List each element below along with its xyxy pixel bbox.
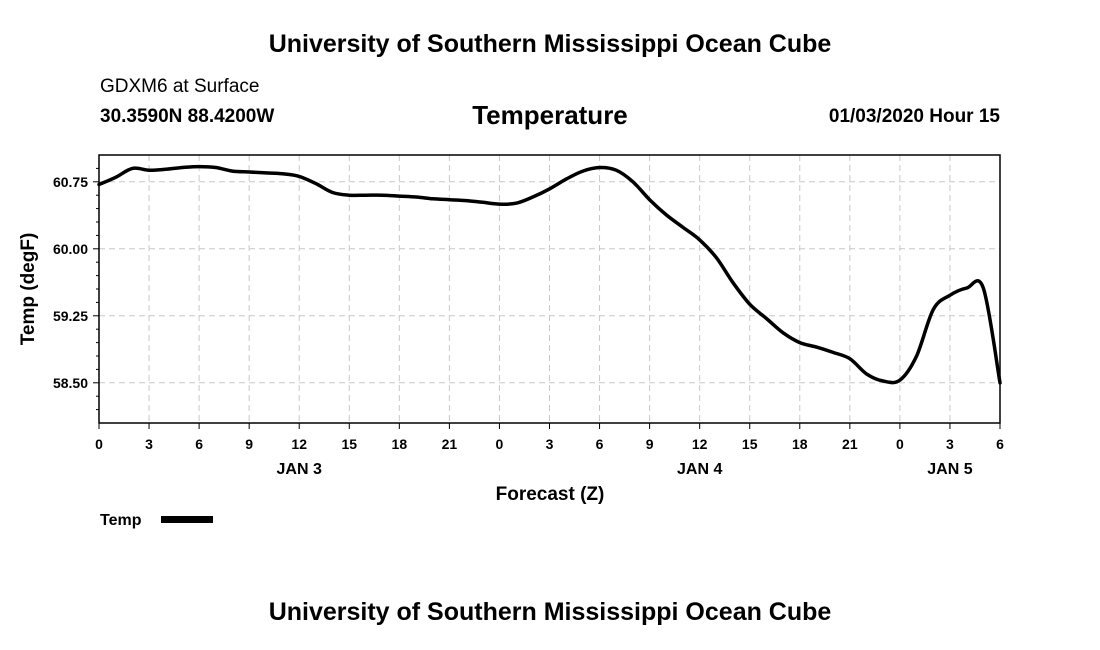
- x-tick-label: 0: [95, 436, 103, 452]
- x-tick-label: 3: [145, 436, 153, 452]
- y-tick-label: 60.00: [53, 241, 88, 257]
- day-label: JAN 5: [927, 461, 972, 478]
- x-axis-label: Forecast (Z): [496, 484, 605, 505]
- x-tick-label: 3: [946, 436, 954, 452]
- y-tick-label: 60.75: [53, 174, 88, 190]
- y-tick-labels: 58.50 59.25 60.00 60.75: [53, 174, 88, 391]
- station-name: GDXM6 at Surface: [100, 76, 260, 97]
- temp-series-line: [97, 164, 1002, 385]
- x-tick-label: 6: [996, 436, 1004, 452]
- chart-title: Temperature: [472, 100, 628, 130]
- axis-ticks: [93, 167, 1001, 429]
- x-tick-label: 0: [896, 436, 904, 452]
- plot-area-frame: [98, 154, 1001, 424]
- y-tick-label: 58.50: [53, 375, 88, 391]
- x-tick-label: 12: [692, 436, 708, 452]
- x-tick-label: 12: [291, 436, 307, 452]
- x-tick-label: 9: [245, 436, 253, 452]
- x-tick-label: 15: [341, 436, 357, 452]
- x-tick-labels: 0 3 6 9 12 15 18 21 0 3 6 9 12 15 18 21 0 3 6: [95, 436, 1004, 452]
- x-tick-label: 0: [496, 436, 504, 452]
- day-label: JAN 3: [277, 461, 322, 478]
- legend-label-temp: Temp: [100, 512, 142, 529]
- page-title: University of Southern Mississippi Ocean…: [268, 30, 832, 58]
- x-tick-label: 3: [546, 436, 554, 452]
- x-tick-label: 6: [195, 436, 203, 452]
- y-axis-label: Temp (degF): [18, 233, 39, 346]
- x-tick-label: 6: [596, 436, 604, 452]
- legend-swatch-temp: [161, 516, 213, 523]
- x-tick-label: 18: [392, 436, 408, 452]
- footer-title: University of Southern Mississippi Ocean…: [268, 598, 832, 626]
- x-tick-label: 21: [842, 436, 858, 452]
- station-coordinates: 30.3590N 88.4200W: [100, 106, 275, 127]
- x-tick-label: 21: [442, 436, 458, 452]
- legend: Temp: [100, 512, 213, 529]
- day-labels: JAN 3 JAN 4 JAN 5: [277, 461, 973, 478]
- x-tick-label: 15: [742, 436, 758, 452]
- forecast-datetime: 01/03/2020 Hour 15: [828, 106, 1000, 127]
- x-tick-label: 18: [792, 436, 808, 452]
- x-tick-label: 9: [646, 436, 654, 452]
- y-tick-label: 59.25: [53, 308, 88, 324]
- day-label: JAN 4: [677, 461, 722, 478]
- grid-lines: [99, 155, 1000, 423]
